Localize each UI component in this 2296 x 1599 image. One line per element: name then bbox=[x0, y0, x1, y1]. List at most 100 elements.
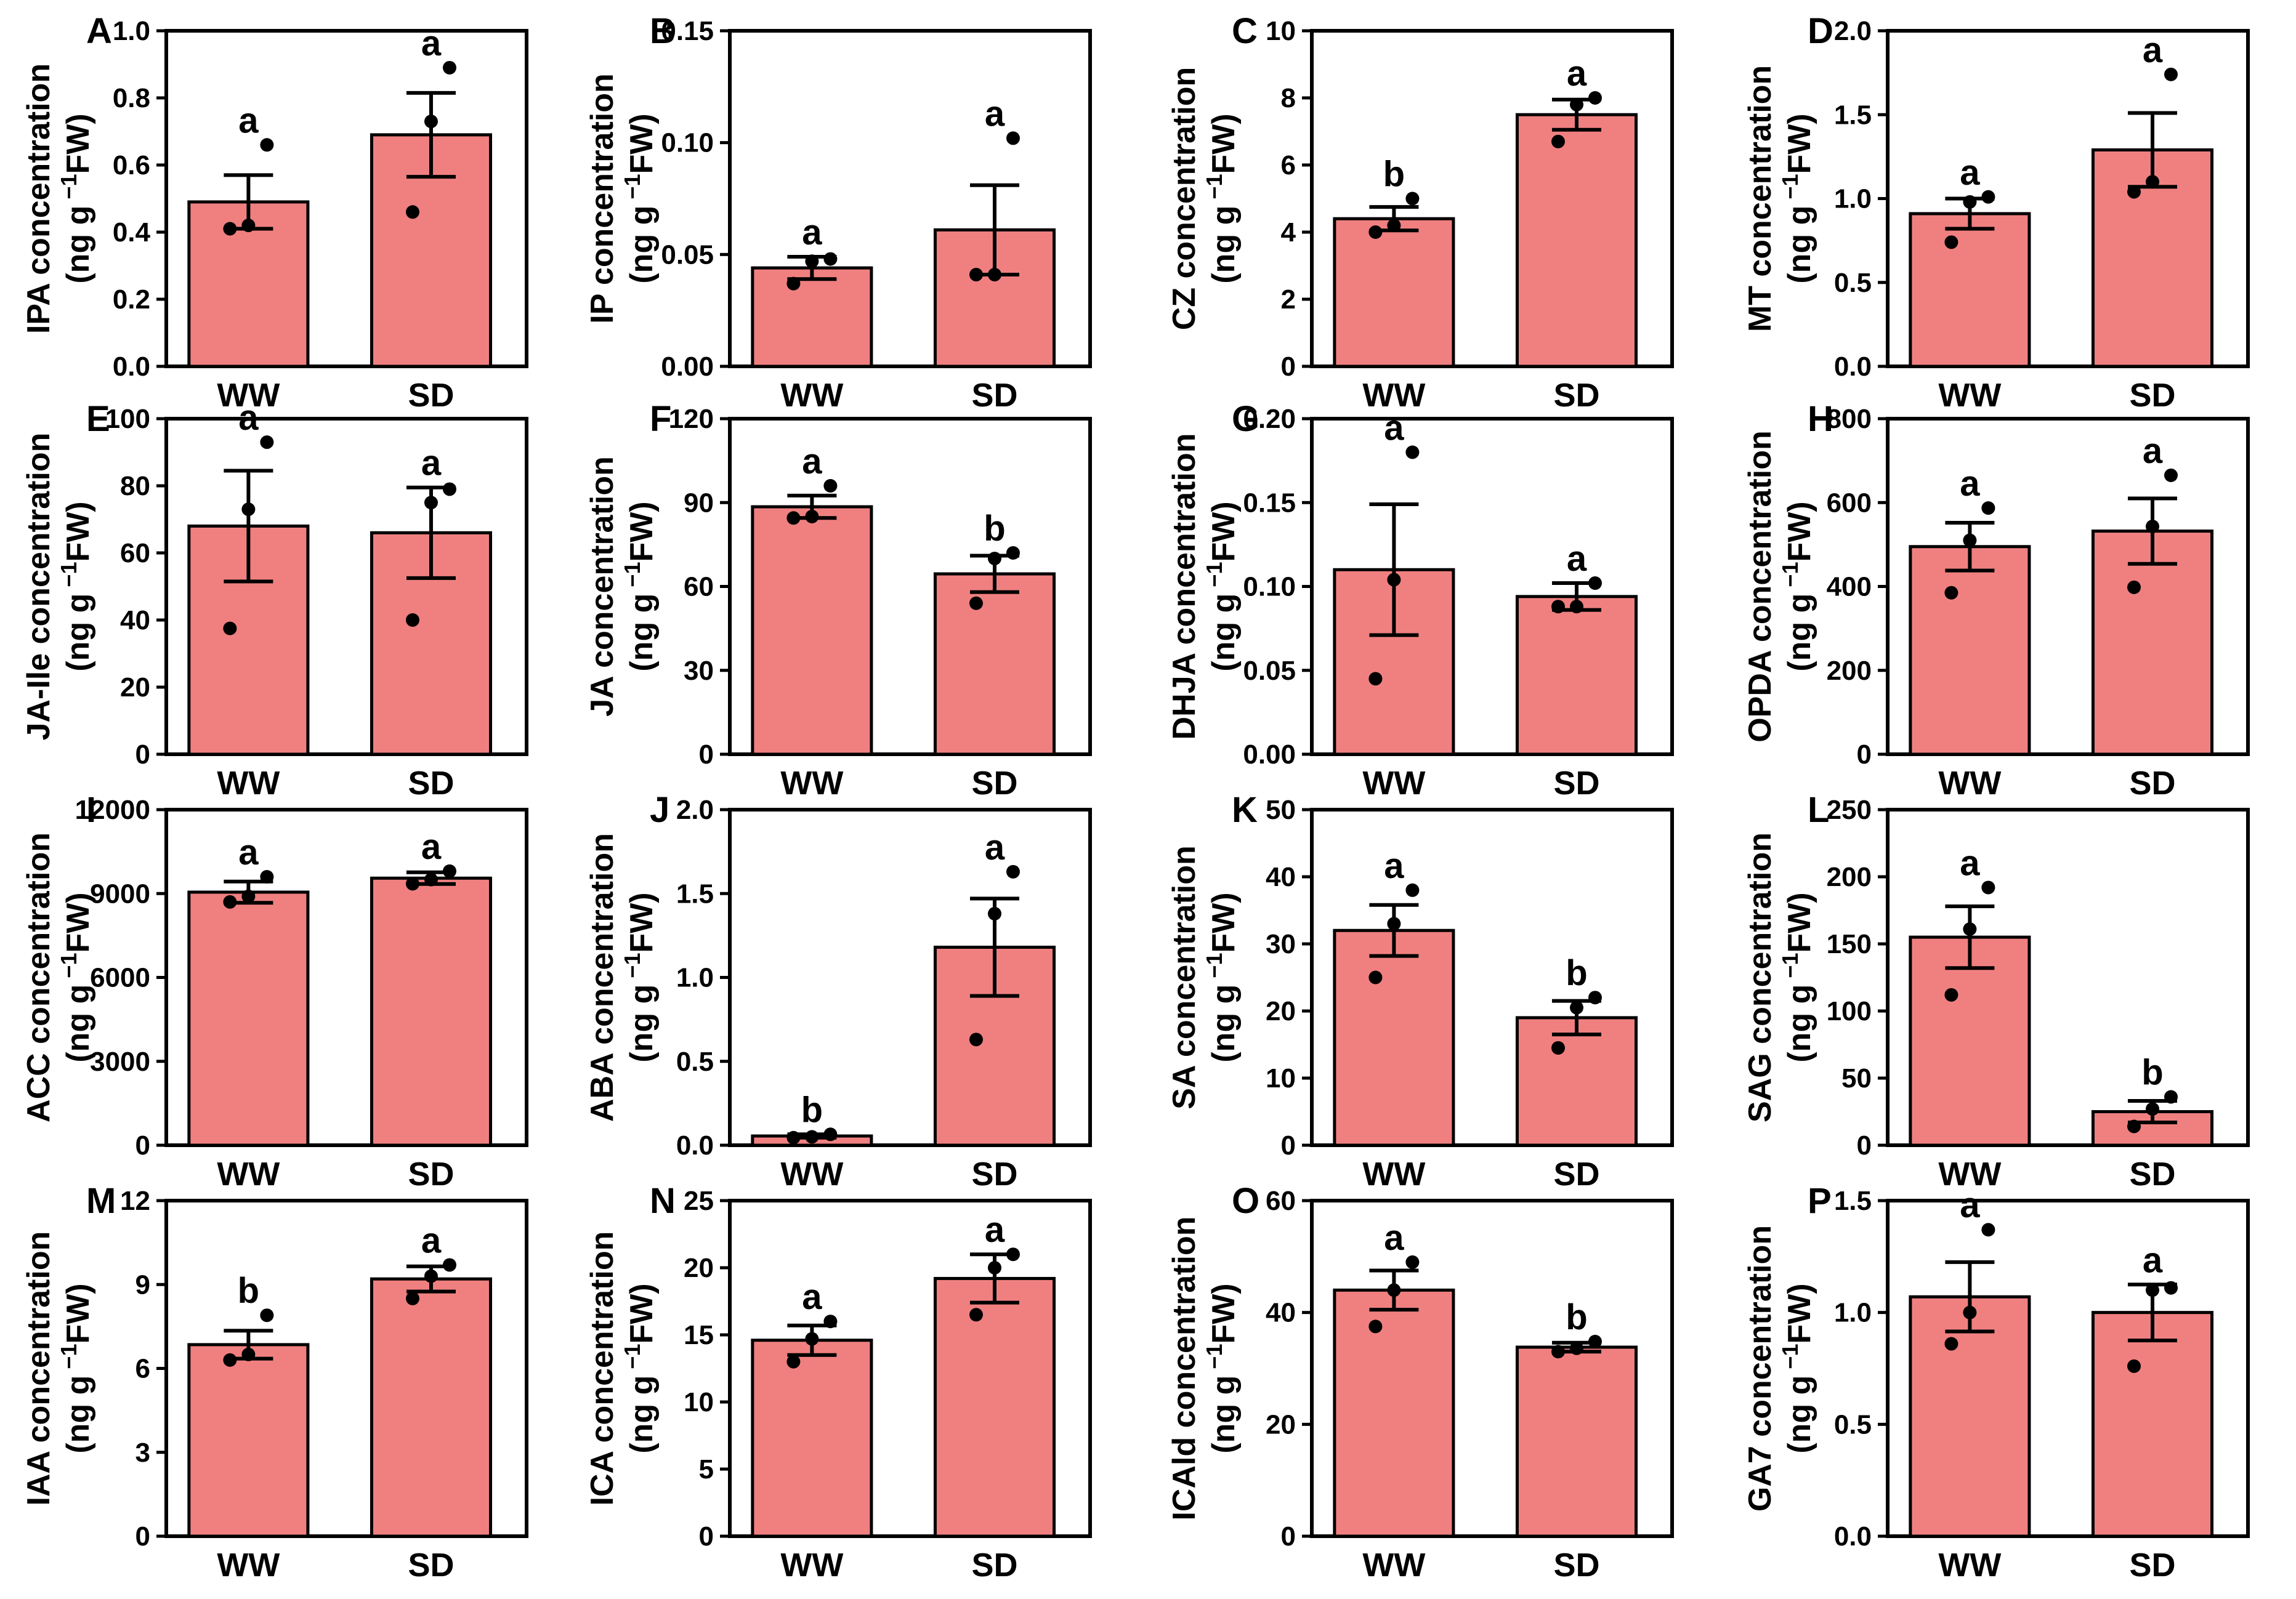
x-category-label: SD bbox=[408, 1156, 454, 1193]
significance-letter: a bbox=[421, 443, 442, 483]
data-point bbox=[424, 872, 438, 887]
data-point bbox=[1944, 1337, 1958, 1351]
panel-letter: H bbox=[1808, 399, 1833, 439]
unit-exponent: −1 bbox=[620, 1344, 645, 1375]
unit-prefix: (ng g bbox=[1206, 594, 1242, 672]
data-point bbox=[1368, 1319, 1383, 1334]
unit-prefix: (ng g bbox=[60, 1375, 96, 1454]
y-axis-unit: (ng g −1FW) bbox=[1202, 892, 1242, 1062]
significance-letter: a bbox=[1960, 843, 1980, 883]
unit-suffix: FW) bbox=[1782, 1283, 1817, 1343]
panel-letter: E bbox=[86, 399, 110, 439]
data-point bbox=[823, 252, 838, 266]
bar-sd bbox=[933, 1276, 1056, 1538]
unit-exponent: −1 bbox=[620, 953, 645, 985]
data-point bbox=[1569, 1341, 1583, 1355]
unit-prefix: (ng g bbox=[60, 985, 96, 1063]
x-category-label: WW bbox=[217, 765, 280, 802]
y-axis-unit: (ng g −1FW) bbox=[1777, 501, 1817, 671]
y-tick-label: 25 bbox=[684, 1186, 714, 1216]
y-tick-label: 100 bbox=[105, 404, 150, 434]
y-tick-label: 12000 bbox=[75, 795, 150, 825]
y-axis-unit: (ng g −1FW) bbox=[620, 892, 660, 1062]
y-tick-label: 40 bbox=[1266, 862, 1296, 892]
y-tick-label: 12 bbox=[120, 1186, 150, 1216]
bar-ww bbox=[187, 890, 310, 1147]
y-tick-label: 150 bbox=[1827, 929, 1872, 959]
y-tick-label: 60 bbox=[1266, 1186, 1296, 1216]
y-tick-label: 0.5 bbox=[676, 1047, 714, 1077]
significance-letter: b bbox=[801, 1090, 823, 1130]
unit-exponent: −1 bbox=[56, 562, 81, 594]
y-axis-title-line1: ICA concentration bbox=[584, 1231, 620, 1506]
y-tick-label: 1.5 bbox=[1834, 1186, 1872, 1216]
panel-B: 0.00 0.05 0.10 0.15B IP concentration (ng g −… bbox=[584, 11, 1092, 414]
data-point bbox=[987, 552, 1001, 566]
data-point bbox=[1963, 533, 1977, 547]
x-category-label: SD bbox=[408, 1547, 454, 1584]
data-point bbox=[786, 1130, 801, 1145]
y-tick-label: 1.5 bbox=[676, 879, 714, 909]
bar-ww bbox=[751, 505, 873, 756]
y-tick-label: 0.0 bbox=[1834, 352, 1872, 382]
y-tick-label: 0 bbox=[1281, 1130, 1296, 1161]
unit-prefix: (ng g bbox=[1206, 985, 1242, 1063]
y-axis-title: MT concentration (ng g −1FW) bbox=[1742, 65, 1817, 332]
unit-suffix: FW) bbox=[1206, 1283, 1242, 1343]
y-axis-title-line1: JA concentration bbox=[584, 456, 620, 717]
data-point bbox=[442, 864, 456, 878]
data-point bbox=[987, 906, 1001, 920]
x-category-label: WW bbox=[217, 1156, 280, 1193]
plot-frame bbox=[728, 29, 1092, 368]
y-axis-title-line1: IP concentration bbox=[584, 73, 620, 323]
plot-frame bbox=[728, 1199, 1092, 1538]
x-category-label: SD bbox=[408, 765, 454, 802]
plot-frame bbox=[1886, 808, 2250, 1147]
data-point bbox=[1387, 573, 1401, 587]
unit-exponent: −1 bbox=[620, 174, 645, 206]
significance-letter: b bbox=[1566, 1297, 1587, 1337]
data-point bbox=[969, 1308, 983, 1322]
y-axis-title: SAG concentration (ng g −1FW) bbox=[1742, 832, 1817, 1122]
y-tick-label: 0 bbox=[1857, 1130, 1872, 1161]
data-point bbox=[442, 482, 456, 496]
y-axis-title: ABA concentration (ng g −1FW) bbox=[584, 833, 660, 1122]
data-point bbox=[241, 889, 256, 903]
y-tick-label: 60 bbox=[684, 572, 714, 602]
unit-suffix: FW) bbox=[1782, 113, 1817, 174]
significance-letter: b bbox=[238, 1271, 259, 1311]
y-tick-label: 3 bbox=[135, 1438, 150, 1468]
y-axis-title-line1: ICAld concentration bbox=[1166, 1216, 1202, 1520]
y-tick-label: 0 bbox=[1857, 739, 1872, 770]
data-point bbox=[424, 115, 438, 129]
y-axis-title-line1: GA7 concentration bbox=[1742, 1225, 1778, 1512]
y-tick-label: 6 bbox=[1281, 150, 1296, 180]
data-point bbox=[405, 1291, 419, 1305]
data-point bbox=[786, 511, 801, 525]
unit-prefix: (ng g bbox=[624, 985, 660, 1063]
x-category-label: WW bbox=[1938, 1156, 2001, 1193]
data-point bbox=[823, 1315, 838, 1329]
x-category-label: WW bbox=[1362, 1547, 1425, 1584]
x-category-label: WW bbox=[1362, 765, 1425, 802]
significance-letter: a bbox=[421, 1220, 442, 1260]
y-axis-unit: (ng g −1FW) bbox=[620, 1283, 660, 1453]
y-axis-title: IAA concentration (ng g −1FW) bbox=[21, 1231, 96, 1506]
y-axis-unit: (ng g −1FW) bbox=[1777, 892, 1817, 1062]
data-point bbox=[1387, 219, 1401, 233]
panel-letter: O bbox=[1232, 1181, 1259, 1221]
unit-exponent: −1 bbox=[620, 562, 645, 594]
data-point bbox=[405, 205, 419, 219]
panel-letter: B bbox=[650, 11, 676, 51]
y-tick-label: 50 bbox=[1841, 1063, 1872, 1094]
unit-prefix: (ng g bbox=[1206, 1375, 1242, 1454]
significance-letter: a bbox=[1384, 408, 1404, 448]
x-category-label: SD bbox=[2129, 1156, 2175, 1193]
data-point bbox=[1368, 970, 1383, 985]
x-category-label: WW bbox=[217, 1547, 280, 1584]
unit-prefix: (ng g bbox=[624, 1375, 660, 1454]
